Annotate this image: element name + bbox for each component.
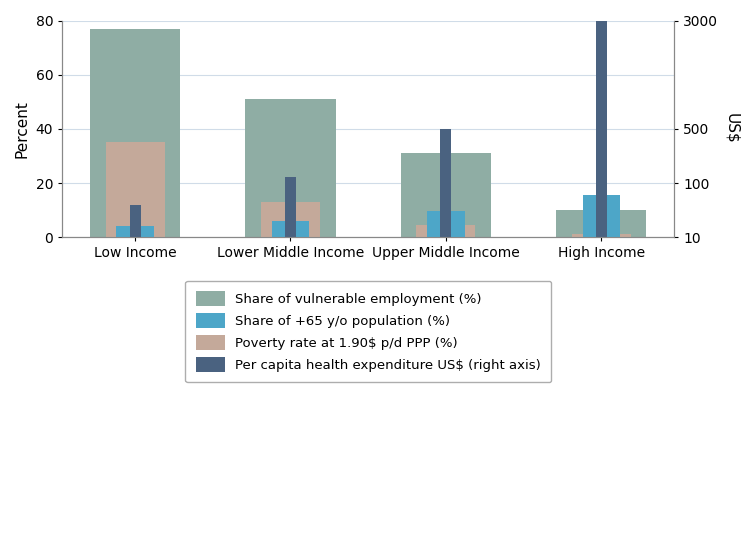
Y-axis label: US$: US$ <box>724 114 739 144</box>
Bar <box>245 99 336 237</box>
Bar <box>401 153 491 237</box>
Bar <box>90 29 180 237</box>
Bar <box>116 226 154 237</box>
Bar <box>556 210 646 237</box>
Bar <box>261 202 320 237</box>
Bar <box>285 177 296 237</box>
Bar <box>428 211 464 237</box>
Bar <box>596 20 607 237</box>
Bar <box>416 225 475 237</box>
Bar <box>130 205 140 237</box>
Bar <box>272 221 309 237</box>
Bar <box>572 234 631 237</box>
Bar <box>583 195 620 237</box>
Bar <box>440 129 452 237</box>
Legend: Share of vulnerable employment (%), Share of +65 y/o population (%), Poverty rat: Share of vulnerable employment (%), Shar… <box>185 281 551 383</box>
Y-axis label: Percent: Percent <box>15 100 30 158</box>
Bar <box>106 142 164 237</box>
